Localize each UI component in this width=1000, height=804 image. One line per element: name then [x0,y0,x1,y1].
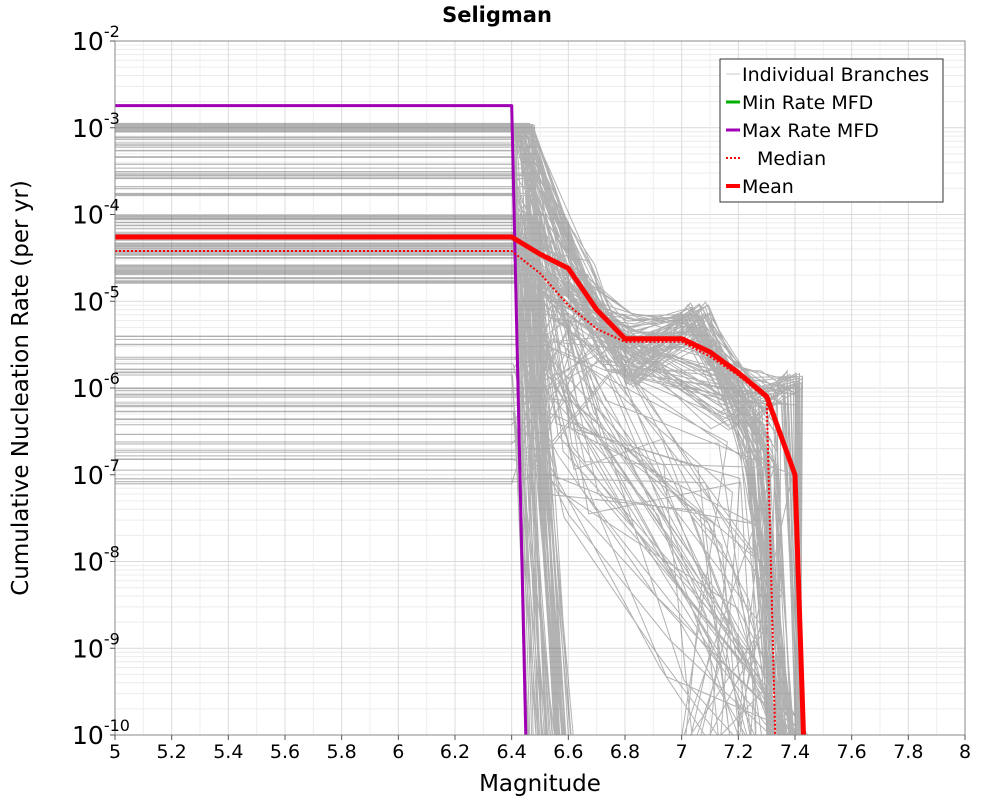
y-tick-label: 10-6 [72,369,120,403]
legend-label: Individual Branches [742,64,929,86]
y-tick-label: 10-10 [72,716,130,750]
series-max-rate-mfd [115,104,528,736]
x-tick-label: 7.8 [893,741,923,763]
y-axis-label: Cumulative Nucleation Rate (per yr) [8,180,34,596]
y-tick-label: 10-4 [72,196,120,230]
x-tick-label: 5.4 [213,741,243,763]
y-axis-ticks: 10-10 10-9 10-8 10-7 10-6 10-5 10-4 10-3 10-2 [72,22,130,750]
x-axis-ticks: 5 5.2 5.4 5.6 5.8 6 6.2 6.4 6.6 6.8 7 7.2 7.4 7.6 7.8 8 [109,735,971,763]
x-tick-label: 6.2 [440,741,470,763]
x-tick-label: 5.2 [157,741,187,763]
legend-box [719,58,944,203]
legend-label: Max Rate MFD [742,120,879,142]
x-tick-label: 5 [109,741,121,763]
x-tick-label: 7 [676,741,688,763]
chart-title: Seligman [442,3,552,27]
x-tick-label: 6 [392,741,404,763]
legend-label: Mean [742,176,794,198]
x-tick-label: 7.2 [723,741,753,763]
x-tick-label: 7.4 [780,741,810,763]
x-tick-label: 7.6 [837,741,867,763]
series-median [115,250,777,736]
y-tick-label: 10-9 [72,629,120,663]
y-tick-label: 10-7 [72,456,120,490]
series-mean [115,234,806,736]
legend-label: Min Rate MFD [742,92,873,114]
x-tick-label: 6.8 [610,741,640,763]
series-lines [115,104,806,736]
y-tick-label: 10-2 [72,22,120,56]
y-tick-label: 10-3 [72,109,120,143]
x-tick-label: 8 [959,741,971,763]
y-tick-label: 10-5 [72,282,120,316]
x-axis-label: Magnitude [479,771,601,797]
x-tick-label: 5.8 [327,741,357,763]
individual-branch-lines [115,122,809,736]
legend-label: Median [757,148,826,170]
x-tick-label: 5.6 [270,741,300,763]
x-tick-label: 6.6 [553,741,583,763]
y-tick-label: 10-8 [72,543,120,577]
x-tick-label: 6.4 [497,741,527,763]
legend: Individual Branches Min Rate MFD Max Rate … [719,58,944,203]
individual-branches-path [115,122,809,736]
